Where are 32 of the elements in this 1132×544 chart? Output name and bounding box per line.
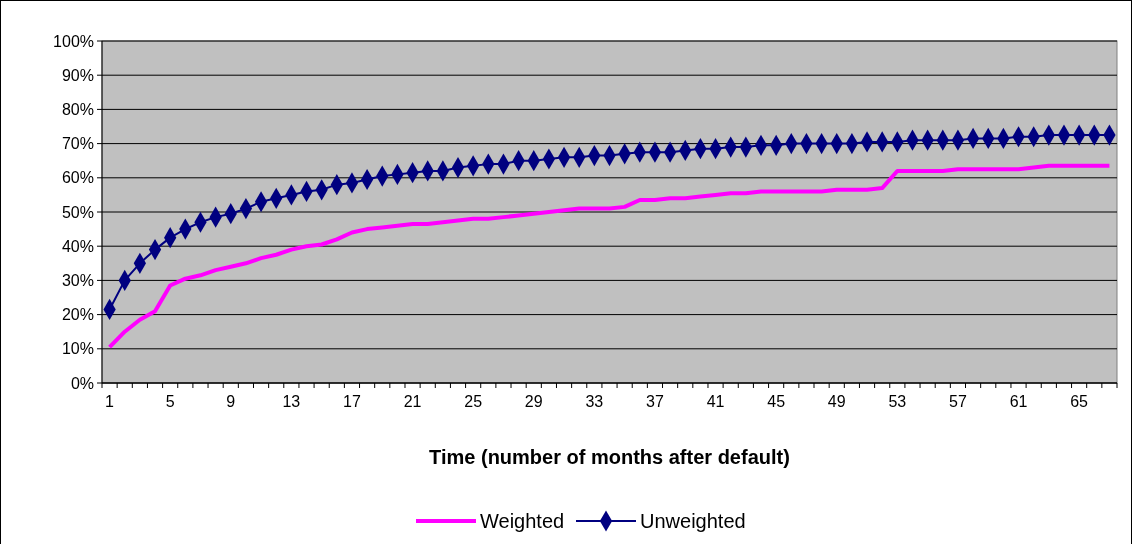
y-tick-label: 20% xyxy=(61,306,94,324)
line-series xyxy=(107,163,1112,350)
y-tick-label: 80% xyxy=(61,101,94,118)
y-tick-label: 30% xyxy=(61,272,94,289)
y-tick-label: 60% xyxy=(61,169,94,187)
x-axis-title: Time (number of months after default) xyxy=(429,446,790,468)
x-tick-label: 33 xyxy=(585,393,604,410)
x-tick-label: 29 xyxy=(524,393,543,410)
y-tick-label: 0% xyxy=(70,374,94,392)
x-tick-label: 17 xyxy=(343,393,361,410)
legend-label: Unweighted xyxy=(640,510,746,532)
y-tick-label: 10% xyxy=(61,340,94,358)
x-tick-label: 57 xyxy=(949,393,967,410)
x-tick-label: 9 xyxy=(226,393,236,410)
x-tick-label: 65 xyxy=(1070,393,1089,410)
y-tick-label: 50% xyxy=(61,203,94,221)
x-tick-label: 1 xyxy=(105,393,115,410)
x-tick-label: 61 xyxy=(1009,393,1028,410)
x-tick-label: 21 xyxy=(403,393,422,410)
x-tick-label: 49 xyxy=(827,393,846,410)
y-tick-label: 100% xyxy=(53,32,94,50)
x-tick-label: 25 xyxy=(464,393,483,410)
x-tick-label: 53 xyxy=(888,393,907,410)
y-tick-label: 40% xyxy=(61,237,94,255)
y-tick-label: 90% xyxy=(61,66,94,84)
x-tick-label: 41 xyxy=(706,393,725,410)
legend-label: Weighted xyxy=(480,510,565,532)
x-tick-label: 37 xyxy=(646,393,664,410)
y-tick-label: 70% xyxy=(61,135,94,153)
x-tick-label: 13 xyxy=(282,393,301,410)
x-tick-label: 5 xyxy=(165,393,175,410)
x-tick-label: 45 xyxy=(767,393,786,410)
